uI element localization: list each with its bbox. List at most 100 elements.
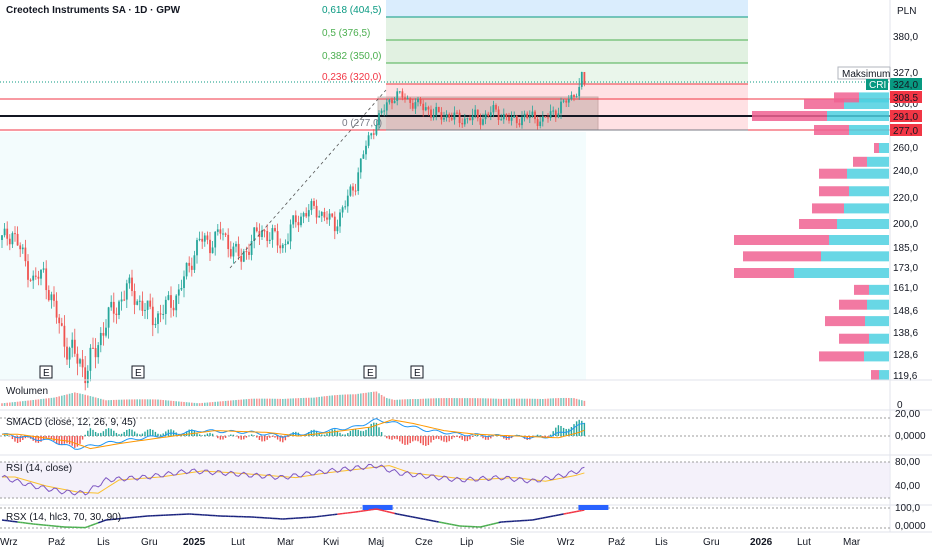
volume-bar [365, 392, 367, 406]
candle-body [118, 301, 120, 316]
macd-hist-bar [53, 436, 55, 442]
rsx-segment [430, 519, 434, 522]
volume-bar [401, 399, 404, 406]
volume-bar [425, 398, 427, 406]
volume-bars [1, 391, 586, 406]
macd-hist-bar [422, 436, 424, 446]
macd-hist-bar [258, 436, 261, 440]
volume-bar [396, 399, 398, 406]
rsx-segment [547, 515, 551, 518]
macd-hist-bar [191, 429, 193, 436]
macd-hist-bar [271, 436, 274, 437]
candle-body [430, 109, 432, 118]
macd-hist-bar [224, 436, 227, 438]
macd-hist-bar [123, 431, 125, 436]
macd-hist-bar [105, 429, 107, 436]
candle-body [141, 300, 144, 311]
volume-bar [136, 399, 138, 406]
volume-bar [58, 396, 60, 406]
macd-hist-bar [107, 428, 110, 436]
candle-body [120, 299, 123, 302]
candle-body [250, 241, 253, 255]
volume-bar [539, 398, 541, 406]
volume-bar [180, 401, 183, 406]
volume-bar [97, 398, 99, 406]
volume-bar [201, 402, 203, 406]
candle-body [136, 301, 139, 305]
rsx-segment [534, 518, 538, 521]
volume-bar [354, 394, 357, 406]
volume-bar [500, 398, 502, 406]
time-axis[interactable]: Wrz Paź Lis Gru 2025 Lut Mar Kwi Maj Cze Lip Sie Wrz… [0, 537, 861, 548]
vp-bar-down [819, 351, 864, 362]
candle-body [318, 215, 321, 218]
volume-bar [295, 398, 297, 406]
candle-body [510, 117, 513, 121]
rsx-segment [581, 509, 585, 512]
rsx-segment [417, 517, 421, 520]
macd-hist-bar [71, 436, 73, 446]
candle-body [474, 109, 477, 116]
time-tick-label: Sie [510, 537, 525, 548]
volume-bar [310, 397, 313, 406]
volume-bar [531, 398, 534, 406]
candle-body [580, 71, 583, 87]
candle-body [331, 213, 334, 217]
rsx-segment [449, 523, 452, 526]
candle-body [237, 243, 240, 257]
candle-body [432, 115, 435, 118]
vp-bar-down [839, 299, 867, 310]
volume-bar [409, 399, 411, 406]
volume-bar [419, 398, 422, 406]
vp-bar-down [853, 156, 867, 167]
macd-hist-bar [141, 433, 144, 436]
candle-body [487, 113, 490, 117]
volume-bar [464, 398, 466, 406]
candle-body [76, 353, 79, 364]
candle-body [144, 309, 146, 311]
candle-body [222, 233, 224, 235]
volume-bar [518, 398, 521, 406]
volume-bar [443, 398, 445, 406]
vp-bar-up [864, 351, 889, 362]
rsx-axis-upper: 100,0 [895, 503, 920, 514]
macd-hist-bar [79, 436, 81, 444]
candle-body [203, 235, 206, 242]
vp-bar-up [867, 156, 889, 167]
candle-body [375, 125, 378, 135]
volume-bar [380, 394, 383, 406]
candle-body [209, 239, 211, 254]
candle-body [279, 245, 282, 249]
volume-bar [331, 395, 333, 406]
volume-bar [581, 400, 583, 406]
fib-label: 0,382 (350,0) [322, 51, 382, 62]
macd-axis-upper: 20,00 [895, 409, 920, 420]
candle-body [219, 229, 222, 234]
volume-bar [362, 393, 365, 406]
rsx-segment [451, 523, 455, 526]
earnings-marker-box [39, 365, 53, 379]
volume-bar [191, 402, 193, 406]
chart-title: Creotech Instruments SA · 1D · GPW [6, 5, 181, 16]
candle-body [531, 111, 534, 117]
candle-body [417, 98, 419, 103]
macd-hist-bar [555, 427, 557, 436]
macd-hist-bar [542, 436, 544, 438]
macd-hist-bar [453, 436, 456, 438]
candle-body [461, 122, 464, 125]
volume-bar [48, 398, 50, 406]
macd-hist-bar [367, 427, 370, 436]
price-tick-label: 240,0 [893, 166, 918, 177]
candle-body [367, 135, 370, 146]
rsi-axis-lower: 40,00 [895, 481, 920, 492]
macd-hist-bar [24, 436, 27, 439]
volume-bar [534, 398, 536, 406]
candle-body [16, 233, 19, 246]
volume-bar [92, 396, 94, 406]
price-tick-label: 200,0 [893, 219, 918, 230]
volume-bar [22, 401, 24, 406]
candle-body [513, 115, 516, 118]
volume-bar [497, 398, 500, 406]
candle-body [162, 313, 165, 315]
